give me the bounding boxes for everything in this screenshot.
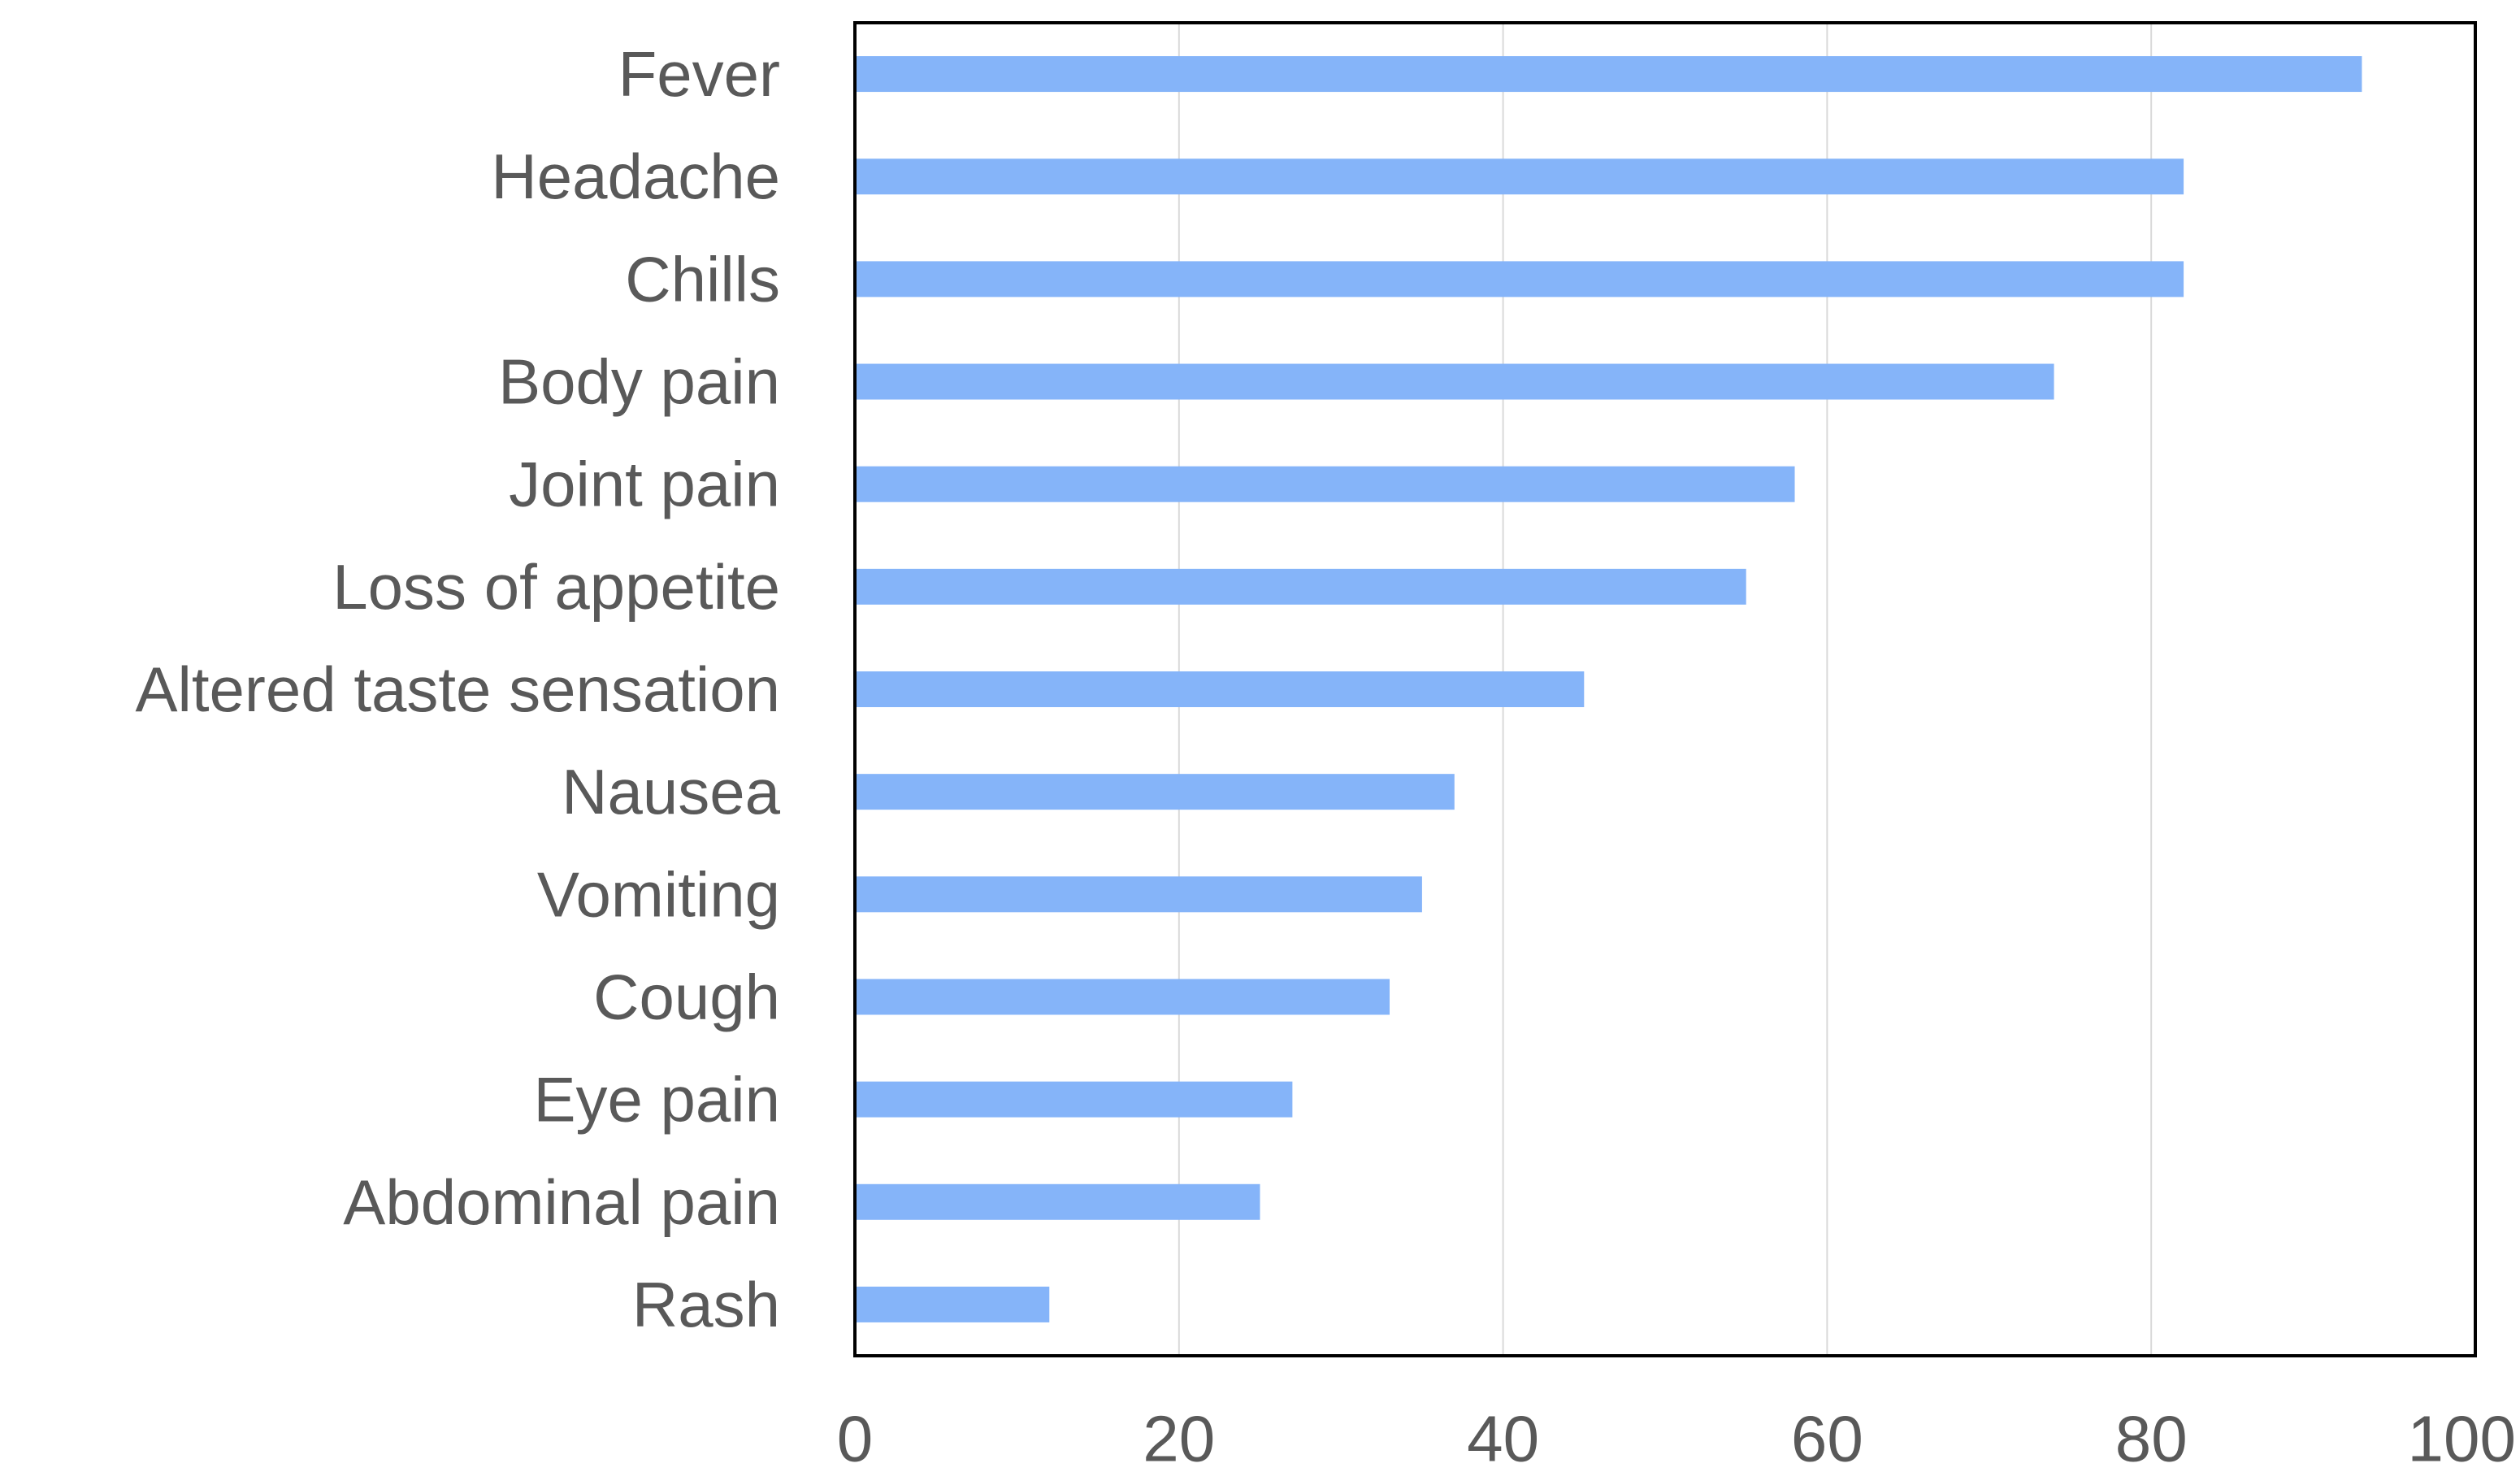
category-labels: Fever Headache Chills Body pain Joint pain Lo… xyxy=(136,38,781,1340)
category-label-headache: Headache xyxy=(491,141,780,212)
category-label-chills: Chills xyxy=(625,243,780,315)
x-axis-tick-labels: 0 20 40 60 80 100 xyxy=(837,1403,2516,1472)
category-label-cough: Cough xyxy=(593,961,780,1032)
x-tick-label-0: 0 xyxy=(837,1403,874,1472)
category-label-altered-taste-sensation: Altered taste sensation xyxy=(136,653,780,725)
category-label-joint-pain: Joint pain xyxy=(509,449,780,520)
category-label-body-pain: Body pain xyxy=(498,346,780,418)
category-label-rash: Rash xyxy=(632,1269,780,1340)
x-tick-label-80: 80 xyxy=(2115,1403,2188,1472)
category-label-abdominal-pain: Abdominal pain xyxy=(343,1166,780,1238)
category-label-eye-pain: Eye pain xyxy=(533,1064,780,1135)
plot-area-frame xyxy=(853,21,2477,1357)
category-label-nausea: Nausea xyxy=(562,756,780,827)
category-label-loss-of-appetite: Loss of appetite xyxy=(332,551,780,623)
bar-body-pain xyxy=(855,363,2054,400)
x-tick-label-100: 100 xyxy=(2408,1403,2516,1472)
bar-rash xyxy=(855,1286,1050,1322)
bar-abdominal-pain xyxy=(855,1183,1260,1220)
x-tick-label-40: 40 xyxy=(1467,1403,1539,1472)
bar-eye-pain xyxy=(855,1081,1293,1118)
bar-joint-pain xyxy=(855,466,1795,502)
bar-vomiting xyxy=(855,876,1422,913)
bar-nausea xyxy=(855,774,1455,810)
bar-fever xyxy=(855,56,2362,93)
x-tick-label-60: 60 xyxy=(1791,1403,1863,1472)
bar-loss-of-appetite xyxy=(855,568,1746,605)
bar-headache xyxy=(855,158,2184,195)
bar-altered-taste-sensation xyxy=(855,671,1585,707)
bar-chills xyxy=(855,261,2184,297)
category-label-fever: Fever xyxy=(618,38,780,110)
bar-cough xyxy=(855,979,1390,1015)
x-tick-label-20: 20 xyxy=(1143,1403,1215,1472)
bars xyxy=(855,56,2362,1322)
category-label-vomiting: Vomiting xyxy=(537,858,780,930)
